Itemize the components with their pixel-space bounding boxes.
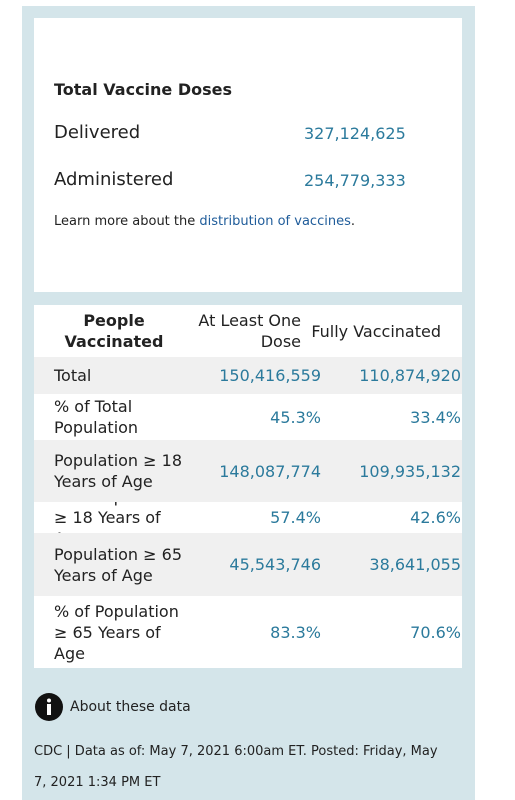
value-cell: 70.6% <box>410 622 461 642</box>
value-cell: 148,087,774 <box>219 461 321 481</box>
label-cell: % of Population ≥ 65 Years of Age <box>54 601 179 663</box>
note-text: Learn more about the <box>54 214 200 229</box>
value-cell: 33.4% <box>410 407 461 427</box>
value-cell: 57.4% <box>270 508 321 527</box>
panel: Total Vaccine Doses Delivered 327,124,62… <box>22 6 475 800</box>
value-cell: 45.3% <box>270 407 321 427</box>
label-cell: % of Population ≥ 18 Years of Age <box>54 502 179 533</box>
about-text: About these data <box>70 699 191 715</box>
table: People Vaccinated At Least One Dose Full… <box>34 305 462 668</box>
label-cell: Total <box>54 366 92 385</box>
value-cell: 38,641,055 <box>369 555 461 574</box>
table-row: Total 150,416,559 110,874,920 <box>34 357 462 394</box>
table-header: People Vaccinated At Least One Dose Full… <box>34 305 462 357</box>
value-cell: 150,416,559 <box>219 366 321 385</box>
note: Learn more about the distribution of vac… <box>54 214 355 229</box>
table-row: Population ≥ 65 Years of Age 45,543,746 38… <box>34 533 462 596</box>
table-row: % of Total Population 45.3% 33.4% <box>34 394 462 440</box>
note-text: . <box>350 214 355 229</box>
table-row: % of Population ≥ 65 Years of Age 83.3% 70… <box>34 596 462 668</box>
value-cell: 45,543,746 <box>229 555 321 574</box>
row-value: 254,779,333 <box>304 171 406 190</box>
link[interactable]: distribution of vaccines <box>199 214 351 229</box>
value-cell: 109,935,132 <box>359 461 461 481</box>
header-cell: Fully Vaccinated <box>311 321 441 341</box>
value-cell: 42.6% <box>410 508 461 527</box>
header-cell: People Vaccinated <box>64 311 164 351</box>
info-icon <box>35 693 63 721</box>
label-cell: Population ≥ 18 Years of Age <box>54 451 182 491</box>
row-label: Administered <box>54 169 174 190</box>
table-row: Population ≥ 18 Years of Age 148,087,774 1… <box>34 440 462 502</box>
label-cell: % of Total Population <box>54 397 139 437</box>
row-value: 327,124,625 <box>304 124 406 143</box>
label-cell: Population ≥ 65 Years of Age <box>54 544 182 585</box>
header-cell: At Least One Dose <box>198 311 301 351</box>
table-body: Total 150,416,559 110,874,920 % of Total Po… <box>34 357 462 668</box>
table-row: % of Population ≥ 18 Years of Age 57.4% 42… <box>34 502 462 533</box>
value-cell: 110,874,920 <box>359 366 461 385</box>
about[interactable]: About these data <box>34 692 191 722</box>
summary-card: Total Vaccine Doses Delivered 327,124,62… <box>34 18 462 292</box>
source: CDC | Data as of: May 7, 2021 6:00am ET.… <box>34 744 438 790</box>
summary-title: Total Vaccine Doses <box>54 80 233 99</box>
row-label: Delivered <box>54 122 141 143</box>
value-cell: 83.3% <box>270 622 321 642</box>
